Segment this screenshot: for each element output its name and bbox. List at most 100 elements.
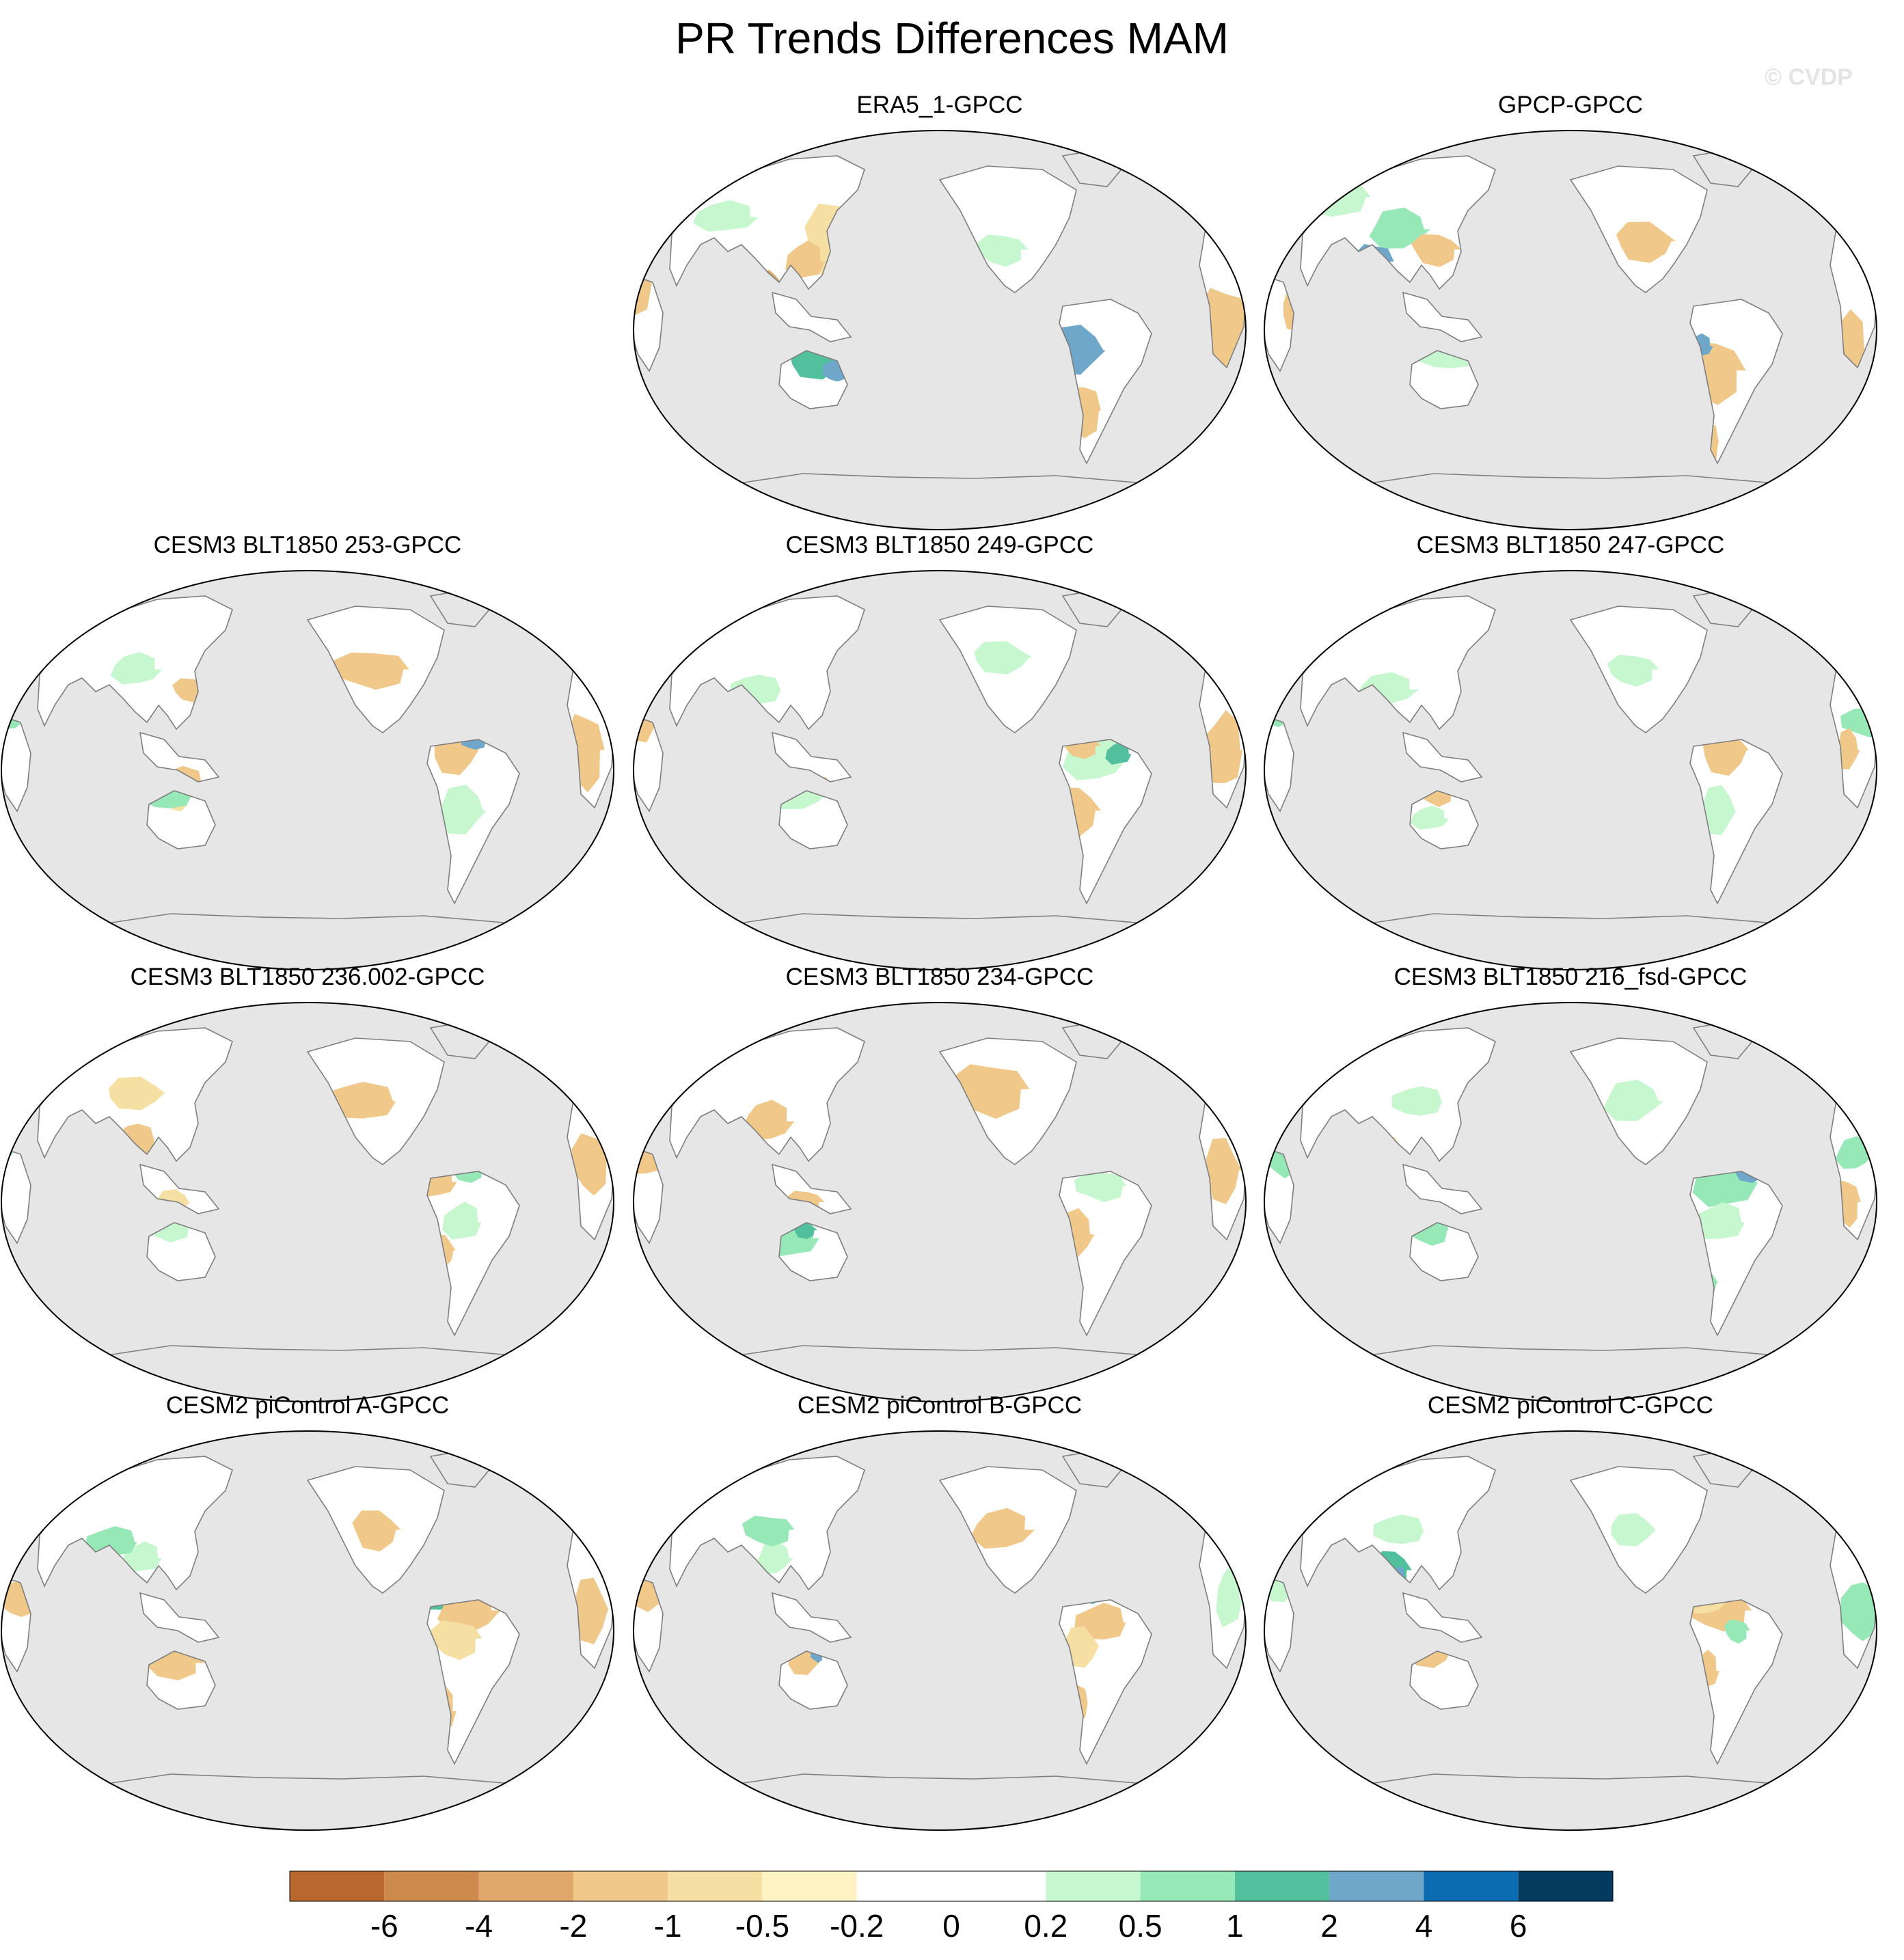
coastline (669, 1456, 865, 1591)
world-map (633, 130, 1247, 530)
colorbar-tick-label: 2 (1320, 1908, 1338, 1944)
colorbar-tick-label: -0.5 (735, 1908, 789, 1944)
land-antarctica (735, 474, 1152, 530)
coastline (1300, 1027, 1496, 1162)
coastline (1402, 1592, 1483, 1643)
colorbar-swatch (1424, 1871, 1519, 1901)
map-panel: CESM2 piControl A-GPCC (0, 1392, 615, 1831)
coastline (669, 595, 865, 731)
coastline (139, 731, 220, 782)
trend-patch (1206, 1138, 1242, 1205)
land-antarctica (735, 1774, 1152, 1830)
coastline (669, 155, 865, 290)
trend-patch (1611, 1513, 1656, 1547)
trend-patch (439, 785, 487, 834)
colorbar-swatch (1518, 1871, 1613, 1901)
land-seasia (772, 733, 851, 782)
land-antarctica (1365, 914, 1782, 970)
land-antarctica (103, 914, 519, 970)
trend-patch (1607, 655, 1659, 687)
world-map (1, 1002, 614, 1402)
land-seasia (1403, 1165, 1482, 1214)
coastline (1300, 1456, 1496, 1591)
coastline (634, 1575, 664, 1673)
trend-patch (1074, 1172, 1126, 1202)
colorbar: -6 -4 -2 -1 -0.5 -0.2 0 0.2 0.5 1 2 4 6 (289, 1870, 1614, 1944)
map-panel: CESM3 BLT1850 253-GPCC (0, 532, 615, 970)
map-panel: CESM3 BLT1850 249-GPCC (632, 532, 1247, 970)
coastline (306, 605, 445, 733)
world-map (1264, 570, 1877, 970)
coastline (1409, 350, 1479, 409)
trend-patch (574, 1577, 609, 1645)
coastline (1264, 714, 1294, 813)
colorbar-tick-label: -1 (654, 1908, 682, 1944)
trend-patch (331, 652, 409, 690)
coastline (37, 1456, 233, 1591)
land-seasia (1403, 292, 1482, 342)
coastline (139, 1163, 220, 1214)
colorbar-swatch (1234, 1871, 1330, 1901)
coastline (306, 1037, 445, 1165)
coastline (1689, 739, 1783, 905)
colorbar-swatch (1046, 1871, 1141, 1901)
coastline (1569, 1037, 1708, 1165)
world-map (1, 1430, 614, 1831)
colorbar-tick-label: -4 (465, 1908, 493, 1944)
map-border (1264, 570, 1877, 970)
coastline (139, 1592, 220, 1643)
trend-patch (352, 1510, 401, 1552)
coastline (37, 595, 233, 731)
trend-patch (85, 1526, 137, 1556)
colorbar-outline (289, 1870, 1614, 1902)
land-samerica (1059, 739, 1152, 903)
coastline (146, 1222, 216, 1281)
panel-title: GPCP-GPCC (1498, 92, 1643, 118)
trend-patch (1065, 1626, 1100, 1668)
panel-title: CESM3 BLT1850 216_fsd-GPCC (1393, 964, 1747, 990)
world-map (1264, 1430, 1877, 1831)
coastline (426, 739, 520, 905)
land-namerica (940, 166, 1076, 292)
coastline (1569, 605, 1708, 733)
coastline (778, 1650, 848, 1710)
coastline (1059, 739, 1152, 905)
colorbar-tick-label: 0 (942, 1908, 960, 1944)
land-antarctica (103, 1346, 519, 1402)
panel-title: CESM3 BLT1850 236.002-GPCC (130, 964, 485, 990)
coastline (778, 790, 848, 849)
map-border (633, 1430, 1247, 1831)
coastline (1264, 274, 1294, 372)
coastline (1264, 1146, 1294, 1244)
coastline (938, 605, 1077, 733)
map-panel: CESM3 BLT1850 247-GPCC (1263, 532, 1878, 970)
map-border (1264, 130, 1877, 530)
coastline (1402, 291, 1483, 342)
land-antarctica (1365, 1774, 1782, 1830)
trend-patch (692, 200, 759, 232)
coastline (634, 274, 664, 372)
trend-patch (1373, 1514, 1424, 1544)
land-antarctica (1365, 474, 1782, 530)
land-seasia (1403, 733, 1482, 782)
coastline (1300, 595, 1496, 731)
map-panel: CESM2 piControl B-GPCC (632, 1392, 1247, 1831)
land-africaW (1, 1147, 31, 1243)
colorbar-tick-label: 1 (1226, 1908, 1244, 1944)
coastline (426, 1171, 520, 1337)
coastline (938, 1037, 1077, 1165)
coastline (1409, 1222, 1479, 1281)
coastline (1409, 790, 1479, 849)
colorbar-swatch (1140, 1871, 1235, 1901)
colorbar-tick-label: -6 (370, 1908, 398, 1944)
world-map (1264, 1002, 1877, 1402)
colorbar-tick-label: -0.2 (830, 1908, 884, 1944)
coastline (772, 731, 852, 782)
colorbar-swatch (290, 1871, 385, 1901)
world-map (633, 1430, 1247, 1831)
land-seasia (140, 1593, 219, 1642)
trend-patch (1410, 806, 1450, 830)
coastline (1, 1575, 31, 1673)
coastline (1059, 1599, 1152, 1765)
coastline (778, 350, 848, 409)
